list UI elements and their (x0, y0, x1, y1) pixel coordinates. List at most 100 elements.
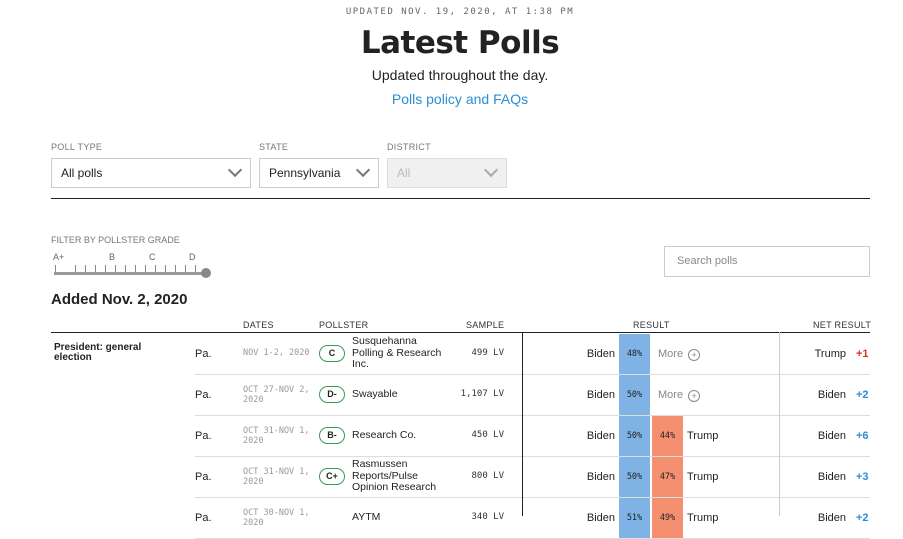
chevron-down-icon (227, 162, 243, 178)
more-button[interactable]: More + (658, 348, 701, 361)
row-dates-line: OCT 31-NOV 1, (243, 467, 310, 477)
row-sample: 340 LV (471, 512, 504, 522)
row-dates: OCT 27-NOV 2, 2020 (243, 385, 315, 405)
candidate-1-pct: 50% (619, 457, 650, 497)
pollster-grade-badge: B- (319, 427, 345, 444)
grade-label-a-plus: A+ (53, 252, 65, 262)
updated-timestamp: UPDATED NOV. 19, 2020, AT 1:38 PM (345, 7, 575, 17)
plus-circle-icon: + (688, 349, 701, 361)
pollster-name[interactable]: Susquehanna Polling & Research Inc. (352, 335, 462, 371)
candidate-1-name: Biden (586, 471, 615, 483)
row-dates-line: OCT 30-NOV 1, (243, 508, 310, 518)
slider-tick (105, 265, 106, 272)
row-divider (195, 497, 870, 498)
candidate-2-name: Trump (687, 512, 719, 524)
candidate-2-pct: 47% (652, 457, 683, 497)
row-divider (195, 415, 870, 416)
row-state: Pa. (195, 512, 212, 524)
row-dates-line: 2020 (243, 477, 264, 487)
net-result-value: +3 (856, 471, 869, 483)
slider-tick (135, 265, 136, 272)
pollster-name-line: Research Co. (352, 429, 417, 441)
chevron-down-icon (483, 162, 499, 178)
polls-policy-link[interactable]: Polls policy and FAQs (391, 91, 529, 107)
poll-row: Pa. OCT 30-NOV 1, 2020 AYTM 340 LV Biden 51% 49… (195, 498, 870, 539)
net-column-divider (779, 332, 780, 516)
poll-row: Pa. OCT 27-NOV 2, 2020 D- Swayable 1,107 LV Bi… (195, 375, 870, 416)
net-result-value: +2 (856, 389, 869, 401)
poll-type-select[interactable]: All polls (51, 158, 251, 188)
candidate-1-name: Biden (586, 389, 615, 401)
pollster-name-line: Susquehanna (352, 335, 417, 347)
more-label: More (658, 389, 684, 401)
net-result-value: +6 (856, 430, 869, 442)
net-result-candidate: Biden (817, 430, 846, 442)
candidate-1-pct: 51% (619, 498, 650, 538)
row-state: Pa. (195, 389, 212, 401)
header-rule (51, 332, 870, 333)
pollster-name-line: Rasmussen (352, 458, 408, 470)
pollster-grade-badge: C+ (319, 468, 345, 485)
slider-tick (195, 265, 196, 272)
col-header-result: RESULT (633, 320, 670, 330)
slider-tick (145, 265, 146, 272)
pollster-grade-badge: C (319, 345, 345, 362)
more-button[interactable]: More + (658, 389, 701, 402)
pollster-name[interactable]: Rasmussen Reports/Pulse Opinion Research (352, 458, 462, 494)
section-title: Added Nov. 2, 2020 (51, 291, 188, 308)
row-dates-line: OCT 31-NOV 1, (243, 426, 310, 436)
col-header-net-result: NET RESULT (813, 320, 872, 330)
slider-tick (95, 265, 96, 272)
net-result-candidate: Trump (814, 348, 846, 360)
state-select[interactable]: Pennsylvania (259, 158, 379, 188)
race-label: President: general election (54, 342, 142, 363)
slider-tick (155, 265, 156, 272)
row-state: Pa. (195, 348, 212, 360)
poll-row: Pa. OCT 31-NOV 1, 2020 C+ Rasmussen Reports/P… (195, 457, 870, 498)
row-divider (195, 456, 870, 457)
candidate-1-pct: 48% (619, 334, 650, 374)
result-column-divider (522, 332, 523, 516)
candidate-2-pct: 44% (652, 416, 683, 456)
poll-type-value: All polls (61, 166, 103, 180)
candidate-2-name: Trump (687, 471, 719, 483)
grade-slider[interactable]: A+ B C D (51, 252, 211, 278)
row-dates-line: 2020 (243, 395, 264, 405)
search-input[interactable]: Search polls (664, 246, 870, 277)
slider-tick (85, 265, 86, 272)
district-value: All (397, 166, 411, 180)
candidate-1-name: Biden (586, 430, 615, 442)
grade-label-d: D (189, 252, 196, 262)
poll-row: Pa. OCT 31-NOV 1, 2020 B- Research Co. 450 LV… (195, 416, 870, 457)
row-state: Pa. (195, 471, 212, 483)
pollster-name-line: Swayable (352, 388, 398, 400)
poll-row: Pa. NOV 1-2, 2020 C Susquehanna Polling & Re… (195, 334, 870, 375)
row-dates: NOV 1-2, 2020 (243, 348, 315, 358)
candidate-1-pct: 50% (619, 375, 650, 415)
pollster-name[interactable]: Swayable (352, 388, 462, 401)
col-header-sample: SAMPLE (466, 320, 505, 330)
net-result-candidate: Biden (817, 471, 846, 483)
district-select: All (387, 158, 507, 188)
row-sample: 1,107 LV (460, 389, 504, 399)
row-dates: OCT 31-NOV 1, 2020 (243, 467, 315, 487)
row-dates-line: NOV 1-2, 2020 (243, 348, 310, 358)
candidate-1-name: Biden (586, 512, 615, 524)
plus-circle-icon: + (688, 390, 701, 402)
pollster-name[interactable]: Research Co. (352, 429, 462, 442)
slider-tick (175, 265, 176, 272)
page-title: Latest Polls (360, 25, 560, 61)
grade-label-c: C (149, 252, 156, 262)
net-result-candidate: Biden (817, 389, 846, 401)
slider-handle[interactable] (201, 268, 211, 278)
pollster-name-line: Inc. (352, 358, 369, 370)
net-result-value: +2 (856, 512, 869, 524)
grade-filter-label: FILTER BY POLLSTER GRADE (51, 235, 180, 245)
row-dates-line: 2020 (243, 518, 264, 528)
col-header-dates: DATES (243, 320, 274, 330)
row-dates: OCT 30-NOV 1, 2020 (243, 508, 315, 528)
slider-tick (125, 265, 126, 272)
row-dates: OCT 31-NOV 1, 2020 (243, 426, 315, 446)
page-subtitle: Updated throughout the day. (371, 67, 549, 83)
grade-label-b: B (109, 252, 116, 262)
